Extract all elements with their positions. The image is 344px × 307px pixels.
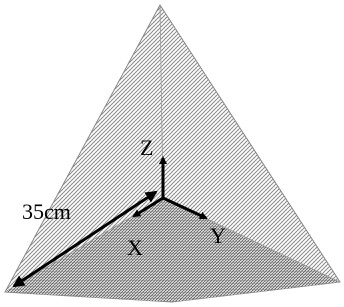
diagram: Z X Y 35cm <box>0 0 344 307</box>
x-label: X <box>127 235 143 260</box>
z-label: Z <box>140 135 153 160</box>
length-label: 35cm <box>22 199 71 224</box>
y-label: Y <box>210 223 226 248</box>
